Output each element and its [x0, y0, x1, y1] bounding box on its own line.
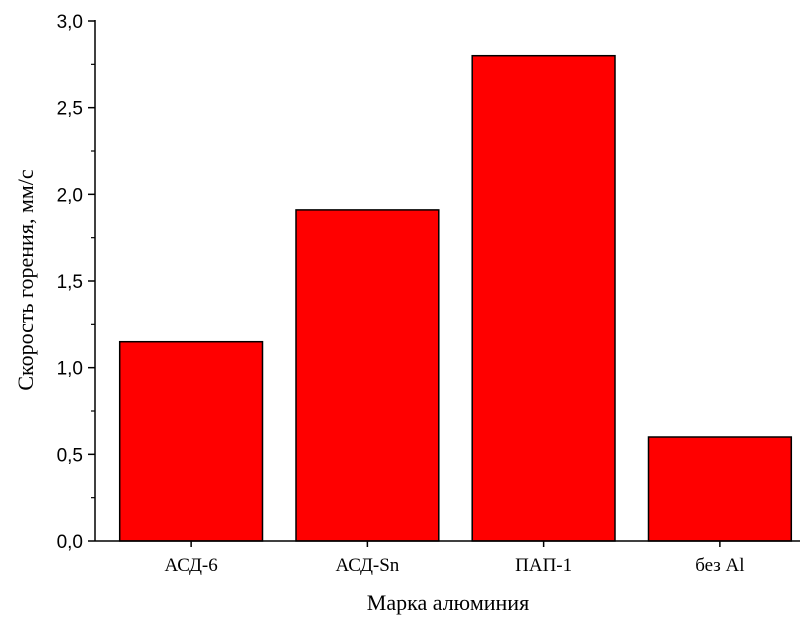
- y-tick-label: 2,0: [57, 185, 83, 206]
- y-tick-label: 1,0: [57, 359, 83, 380]
- bar-4: [647, 436, 793, 542]
- x-axis: АСД-6 АСД-Sn ПАП-1 без Al: [95, 540, 800, 576]
- y-tick-label: 0,0: [57, 532, 83, 553]
- y-axis-title: Скорость горения, мм/с: [13, 169, 38, 391]
- x-tick-label: ПАП-1: [515, 555, 572, 576]
- y-tick-label: 3,0: [57, 12, 83, 33]
- y-tick-label: 0,5: [57, 445, 83, 466]
- bar-1: [118, 340, 264, 542]
- x-tick-label: без Al: [695, 555, 744, 576]
- y-tick-label: 2,5: [57, 99, 83, 120]
- x-tick-label: АСД-Sn: [335, 555, 399, 576]
- x-tick-label: АСД-6: [164, 555, 217, 576]
- y-tick-label: 1,5: [57, 272, 83, 293]
- bars-group: [118, 54, 793, 542]
- y-axis: 0,0 0,5 1,0 1,5 2,0 2,5 3,0: [57, 12, 96, 553]
- bar-3: [471, 54, 616, 542]
- x-axis-title: Марка алюминия: [367, 590, 529, 615]
- bar-2: [295, 209, 440, 542]
